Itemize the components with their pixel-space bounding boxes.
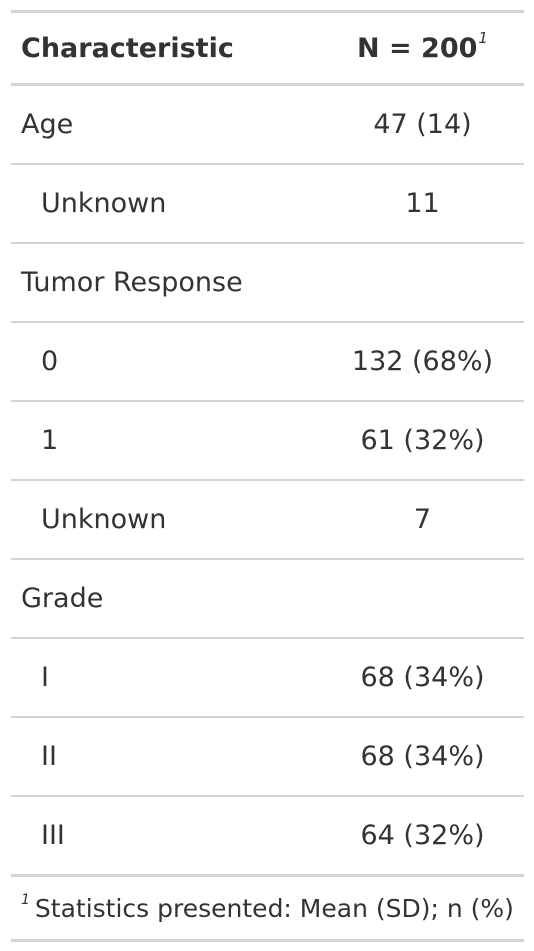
row-label: I [41, 662, 49, 693]
table-row: Tumor Response [11, 243, 524, 322]
footnote-mark: 1 [21, 891, 30, 908]
row-stat: 61 (32%) [360, 425, 485, 456]
row-label: III [41, 820, 65, 851]
row-stat: 47 (14) [373, 109, 472, 140]
column-header-n: N = 2001 [321, 12, 524, 85]
row-stat [321, 559, 524, 638]
footnote: 1 Statistics presented: Mean (SD); n (%) [11, 876, 524, 941]
row-stat: 68 (34%) [360, 662, 485, 693]
table-footer: 1 Statistics presented: Mean (SD); n (%) [11, 876, 524, 941]
row-stat: 68 (34%) [360, 741, 485, 772]
row-label: 0 [41, 346, 59, 377]
row-label: II [41, 741, 57, 772]
row-stat: 132 (68%) [351, 346, 494, 377]
row-stat: 11 [405, 188, 440, 219]
table-row: Age 47 (14) [11, 85, 524, 164]
row-stat [321, 243, 524, 322]
table-body: Age 47 (14) Unknown 11 Tumor Response 0 132 (6… [11, 85, 524, 876]
footnote-text: Statistics presented: Mean (SD); n (%) [34, 893, 514, 923]
row-label: Unknown [41, 504, 167, 535]
table-row: Unknown 11 [11, 164, 524, 243]
table-row: I 68 (34%) [11, 638, 524, 717]
row-label: Unknown [41, 188, 167, 219]
row-stat: 7 [413, 504, 432, 535]
table-row: Grade [11, 559, 524, 638]
table-row: 1 61 (32%) [11, 401, 524, 480]
row-label: 1 [41, 425, 59, 456]
table-header: Characteristic N = 2001 [11, 11, 524, 85]
summary-table: Characteristic N = 2001 Age 47 (14) Unknow… [11, 10, 524, 942]
table-row: 0 132 (68%) [11, 322, 524, 401]
table-row: III 64 (32%) [11, 796, 524, 876]
footnote-marker: 1 [478, 28, 488, 47]
column-header-n-label: N = 200 [357, 32, 478, 64]
column-header-characteristic-label: Characteristic [21, 32, 234, 64]
table-row: Unknown 7 [11, 480, 524, 559]
row-label: Grade [21, 583, 104, 614]
header-row: Characteristic N = 2001 [11, 11, 524, 85]
row-label: Tumor Response [21, 267, 243, 298]
column-header-characteristic: Characteristic [11, 12, 321, 85]
footnote-row: 1 Statistics presented: Mean (SD); n (%) [11, 876, 524, 941]
row-stat: 64 (32%) [360, 820, 485, 851]
table-row: II 68 (34%) [11, 717, 524, 796]
row-label: Age [21, 109, 74, 140]
